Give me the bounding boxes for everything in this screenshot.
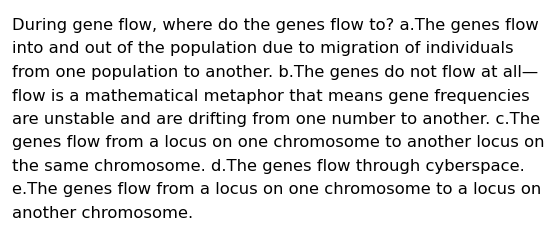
Text: from one population to another. b.The genes do not flow at all—: from one population to another. b.The ge…	[12, 65, 538, 80]
Text: During gene flow, where do the genes flow to? a.The genes flow: During gene flow, where do the genes flo…	[12, 18, 539, 33]
Text: into and out of the population due to migration of individuals: into and out of the population due to mi…	[12, 41, 513, 56]
Text: another chromosome.: another chromosome.	[12, 205, 193, 220]
Text: e.The genes flow from a locus on one chromosome to a locus on: e.The genes flow from a locus on one chr…	[12, 182, 541, 197]
Text: genes flow from a locus on one chromosome to another locus on: genes flow from a locus on one chromosom…	[12, 135, 545, 150]
Text: the same chromosome. d.The genes flow through cyberspace.: the same chromosome. d.The genes flow th…	[12, 158, 525, 173]
Text: are unstable and are drifting from one number to another. c.The: are unstable and are drifting from one n…	[12, 112, 540, 126]
Text: flow is a mathematical metaphor that means gene frequencies: flow is a mathematical metaphor that mea…	[12, 88, 530, 103]
